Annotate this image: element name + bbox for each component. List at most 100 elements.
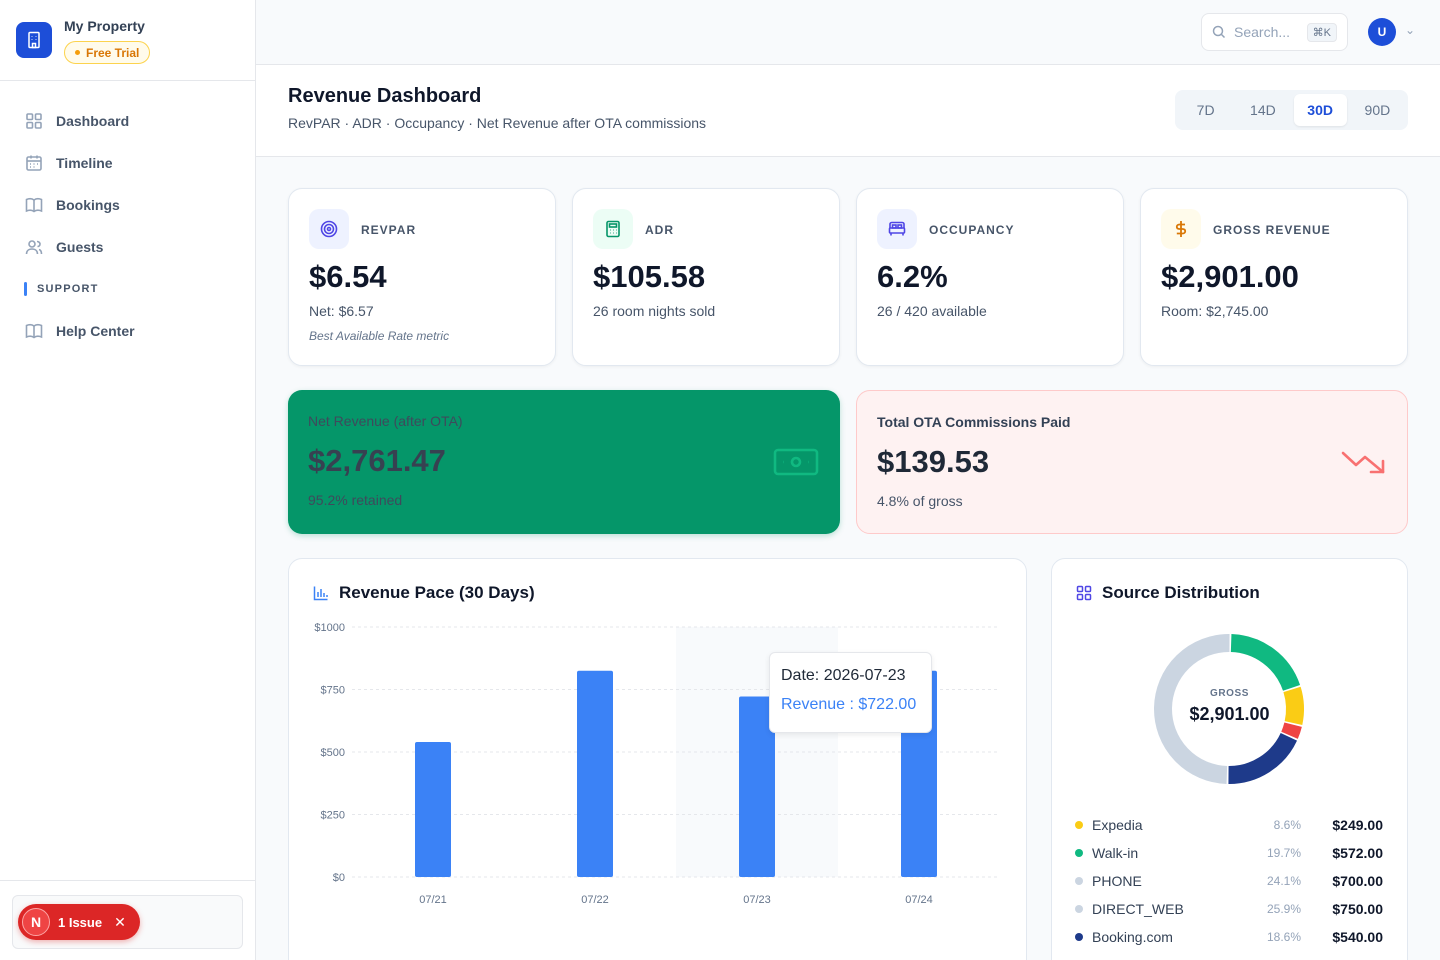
sidebar-item-dashboard[interactable]: Dashboard [0,100,255,142]
sidebar-item-guests[interactable]: Guests [0,226,255,268]
sidebar-item-timeline[interactable]: Timeline [0,142,255,184]
legend-row: PHONE 24.1% $700.00 [1075,867,1383,895]
legend-dot [1075,905,1083,913]
kpi-label: GROSS REVENUE [1213,223,1331,237]
tooltip-revenue: Revenue : $722.00 [781,696,917,713]
kpi-label: ADR [645,223,674,237]
sidebar-item-label: Help Center [56,323,135,339]
legend-pct: 18.6% [1266,930,1301,944]
legend-name: Expedia [1092,817,1143,833]
source-legend: Expedia 8.6% $249.00 Walk-in 19.7% $572.00 P… [1075,811,1383,951]
sidebar-item-label: Timeline [56,155,113,171]
range-14d-button[interactable]: 14D [1250,102,1276,118]
donut-center-label: GROSS [1209,688,1250,699]
date-range-toggle: 7D 14D 30D 90D [1175,90,1408,130]
n-icon: N [22,908,50,936]
chart-tooltip: Date: 2026-07-23 Revenue : $722.00 [769,652,932,733]
topbar: Search... ⌘K U ⌄ [256,0,1440,65]
property-name[interactable]: My Property [64,18,145,34]
kpi-card-adr: ADR $105.58 26 room nights sold [572,188,840,366]
users-icon [25,240,43,255]
kpi-card-occupancy: OCCUPANCY 6.2% 26 / 420 available [856,188,1124,366]
section-bar [24,282,27,296]
legend-row: DIRECT_WEB 25.9% $750.00 [1075,895,1383,923]
search-icon [1212,25,1226,39]
net-revenue-sub: 95.2% retained [308,492,403,508]
search-input[interactable]: Search... ⌘K [1201,13,1348,51]
net-revenue-card: Net Revenue (after OTA) $2,761.47 95.2% … [288,390,840,534]
shortcut-hint: ⌘K [1306,22,1337,42]
page-header: Revenue Dashboard RevPAR · ADR · Occupan… [256,65,1440,157]
legend-name: PHONE [1092,873,1142,889]
nav-section-support: SUPPORT [0,268,255,310]
avatar[interactable]: U [1368,18,1396,46]
sidebar-item-bookings[interactable]: Bookings [0,184,255,226]
kpi-card-gross-revenue: GROSS REVENUE $2,901.00 Room: $2,745.00 [1140,188,1408,366]
legend-amount: $572.00 [1332,845,1383,861]
range-90d-button[interactable]: 90D [1364,102,1391,118]
source-title-text: Source Distribution [1102,583,1260,602]
kpi-label: OCCUPANCY [929,223,1015,237]
kpi-sub: Net: $6.57 [309,303,374,319]
search-placeholder: Search... [1234,24,1291,40]
free-trial-badge: Free Trial [64,41,151,64]
kpi-value: 6.2% [877,259,948,294]
kpi-sub: Room: $2,745.00 [1161,303,1269,319]
legend-name: DIRECT_WEB [1092,901,1184,917]
brand-header: My Property Free Trial [0,0,255,81]
legend-row: Walk-in 19.7% $572.00 [1075,839,1383,867]
legend-pct: 25.9% [1266,902,1301,916]
legend-row: Booking.com 18.6% $540.00 [1075,923,1383,951]
legend-name: Walk-in [1092,845,1139,861]
ota-sub: 4.8% of gross [877,493,963,509]
issue-label: 1 Issue [58,914,103,930]
legend-pct: 24.1% [1266,874,1301,888]
legend-amount: $700.00 [1332,873,1383,889]
section-title: SUPPORT [37,283,99,295]
sidebar: My Property Free Trial Dashboard Timelin… [0,0,256,960]
legend-pct: 8.6% [1273,818,1301,832]
close-icon[interactable]: ✕ [114,913,126,930]
bar-chart-icon [313,586,328,601]
sidebar-item-help-center[interactable]: Help Center [0,310,255,352]
donut-center-value: $2,901.00 [1189,704,1270,724]
tooltip-date: Date: 2026-07-23 [781,667,906,684]
sidebar-item-label: Bookings [56,197,120,213]
net-revenue-value: $2,761.47 [308,443,446,478]
legend-row: Expedia 8.6% $249.00 [1075,811,1383,839]
kpi-value: $6.54 [309,259,387,294]
legend-amount: $750.00 [1332,901,1383,917]
range-7d-button[interactable]: 7D [1196,102,1215,118]
trial-label: Free Trial [86,45,140,60]
chevron-down-icon[interactable]: ⌄ [1405,23,1416,37]
range-30d-button[interactable]: 30D [1293,94,1347,126]
page-subtitle: RevPAR · ADR · Occupancy · Net Revenue a… [288,115,707,131]
legend-name: Booking.com [1092,929,1173,945]
calculator-icon [593,209,633,249]
legend-dot [1075,849,1083,857]
legend-pct: 19.7% [1266,846,1301,860]
source-distribution-title: Source Distribution [1076,583,1260,603]
ota-label: Total OTA Commissions Paid [877,414,1071,430]
legend-dot [1075,821,1083,829]
net-revenue-label: Net Revenue (after OTA) [308,413,463,429]
legend-dot [1075,877,1083,885]
kpi-value: $105.58 [593,259,706,294]
ota-value: $139.53 [877,444,990,479]
dollar-icon [1161,209,1201,249]
book-icon [25,198,43,213]
kpi-label: REVPAR [361,223,417,237]
grid-icon [1076,585,1092,601]
page-title: Revenue Dashboard [288,85,482,107]
building-icon[interactable] [16,22,52,58]
kpi-card-revpar: REVPAR $6.54 Net: $6.57 Best Available R… [288,188,556,366]
banknote-icon [773,448,819,476]
issue-badge[interactable]: N 1 Issue ✕ [18,904,140,940]
kpi-value: $2,901.00 [1161,259,1299,294]
legend-amount: $540.00 [1332,929,1383,945]
kpi-note: Best Available Rate metric [309,329,450,343]
bed-icon [877,209,917,249]
book-icon [25,324,43,339]
calendar-icon [26,155,42,171]
dot-icon [75,50,80,55]
